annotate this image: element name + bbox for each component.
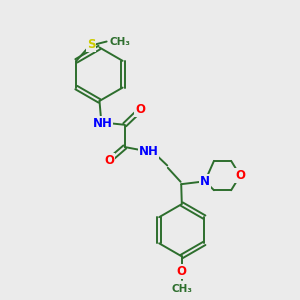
Text: NH: NH [92,117,112,130]
Text: O: O [104,154,114,167]
Text: N: N [200,175,210,188]
Text: O: O [135,103,145,116]
Text: S: S [87,38,95,51]
Text: NH: NH [139,145,158,158]
Text: CH₃: CH₃ [171,284,192,294]
Text: O: O [177,265,187,278]
Text: CH₃: CH₃ [110,37,130,46]
Text: O: O [235,169,245,182]
